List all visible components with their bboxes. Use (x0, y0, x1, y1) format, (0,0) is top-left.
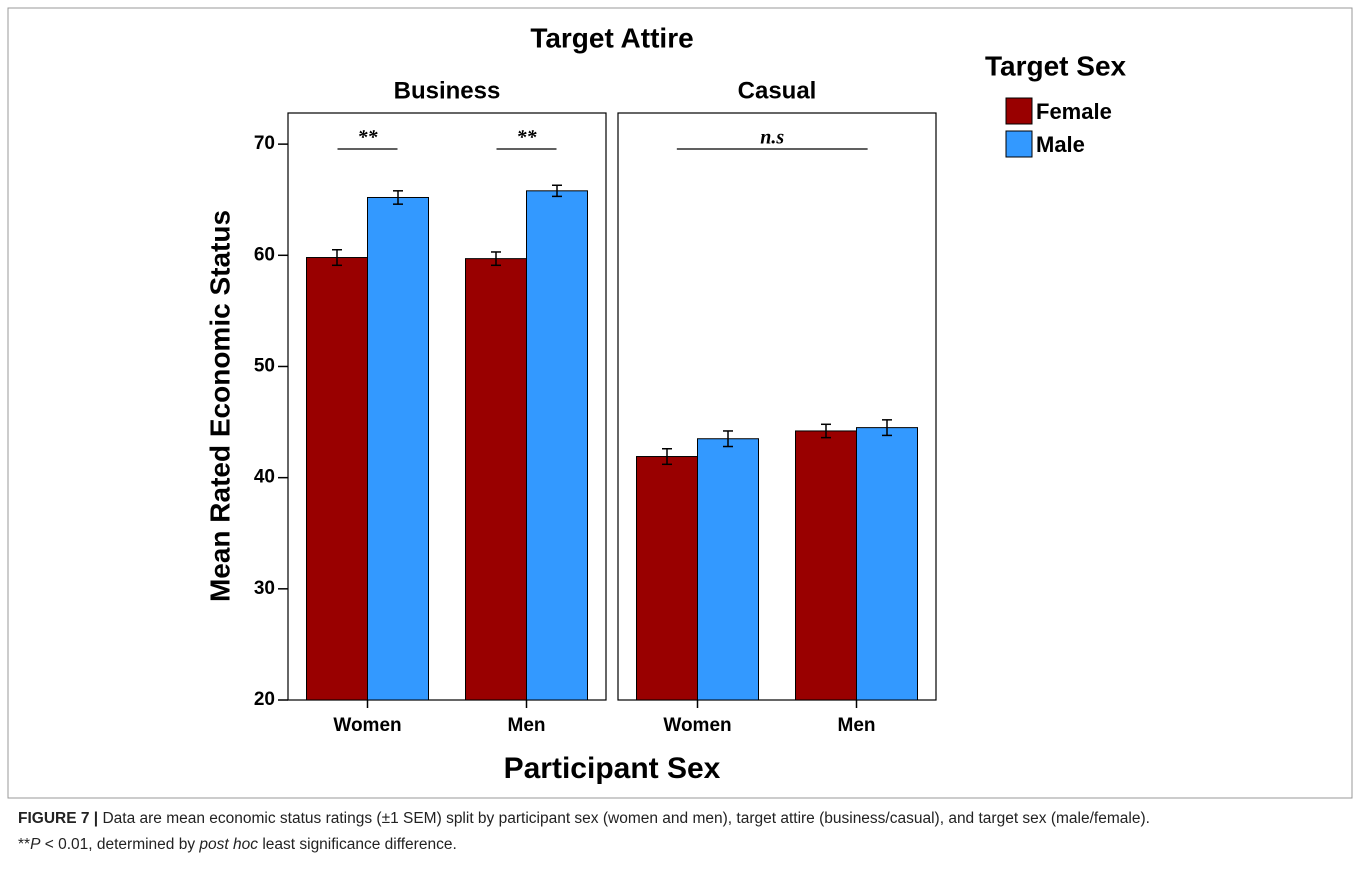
legend-title: Target Sex (985, 50, 1127, 81)
bar (697, 438, 759, 701)
x-axis-label: Participant Sex (504, 752, 721, 785)
legend-label: Female (1036, 99, 1112, 124)
legend-swatch (1005, 130, 1033, 158)
caption-text: post hoc (199, 836, 259, 853)
significance-label: n.s (760, 127, 784, 149)
y-tick-label: 20 (254, 689, 275, 710)
y-tick-label: 50 (254, 355, 275, 376)
x-tick-label: Men (838, 715, 876, 736)
error-bar (662, 447, 672, 466)
y-tick-label: 40 (254, 467, 275, 488)
bar (636, 456, 698, 701)
bar (795, 430, 857, 701)
error-bar (332, 248, 342, 267)
error-bar (882, 419, 892, 437)
panel-title: Business (394, 77, 501, 104)
error-bar (723, 430, 733, 448)
error-bar (393, 190, 403, 205)
chart-title: Target Attire (530, 22, 693, 53)
chart: Target Attire Participant Sex Mean Rated… (7, 7, 1353, 799)
bar (856, 427, 918, 701)
caption-text: ** (18, 836, 31, 853)
panel-title: Casual (738, 77, 817, 104)
error-bar (491, 251, 501, 267)
significance-label: ** (517, 127, 538, 149)
caption-text: Data are mean economic status ratings (±… (98, 810, 1150, 827)
x-tick-label: Women (333, 715, 401, 736)
caption-text: least significance difference. (258, 836, 457, 853)
y-axis-label: Mean Rated Economic Status (204, 210, 235, 602)
error-bar (821, 423, 831, 439)
y-tick-label: 60 (254, 244, 275, 265)
caption-text: < 0.01, determined by (40, 836, 200, 853)
x-tick-label: Men (508, 715, 546, 736)
legend-swatch (1005, 97, 1033, 125)
x-tick-label: Women (663, 715, 731, 736)
legend-label: Male (1036, 132, 1085, 157)
error-bar (552, 184, 562, 198)
caption: FIGURE 7 | Data are mean economic status… (18, 806, 1348, 858)
bar (465, 258, 527, 701)
significance-label: ** (358, 127, 379, 149)
bar (367, 196, 429, 701)
bar (526, 190, 588, 701)
bar (306, 257, 368, 701)
frame (7, 7, 1353, 799)
caption-text: P (30, 836, 41, 853)
y-tick-label: 30 (254, 578, 275, 599)
y-tick-label: 70 (254, 133, 275, 154)
caption-label: FIGURE 7 | (18, 810, 99, 827)
